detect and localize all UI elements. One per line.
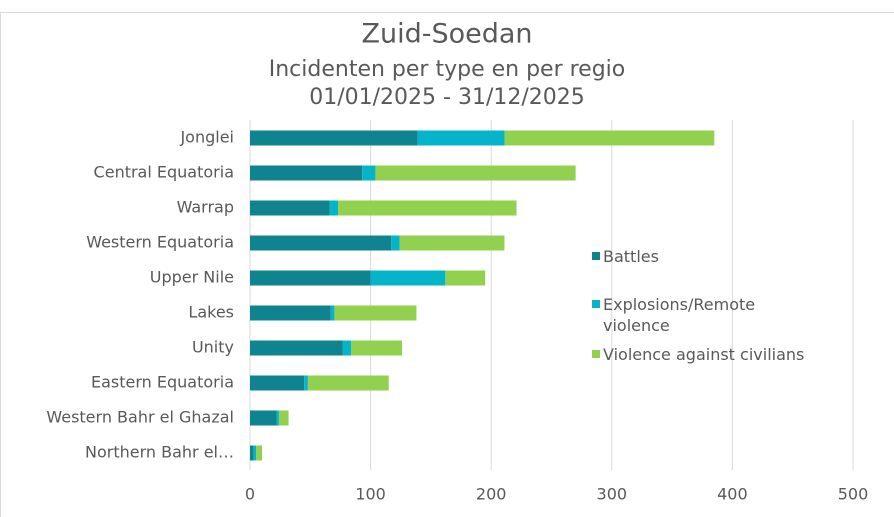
x-tick-label: 500 — [838, 485, 869, 504]
x-tick-label: 100 — [355, 485, 386, 504]
legend-entry: Battles — [592, 246, 659, 267]
bar-segment — [370, 270, 446, 286]
y-tick-label: Central Equatoria — [94, 163, 234, 182]
bar-segment — [250, 235, 392, 251]
bar-segment — [399, 235, 505, 251]
bar-segment — [338, 200, 517, 216]
bar-segment — [307, 375, 389, 391]
date-range: 01/01/2025 - 31/12/2025 — [309, 85, 585, 110]
y-tick-label: Warrap — [177, 198, 234, 217]
bar-segment — [256, 445, 263, 461]
y-tick-label: Western Bahr el Ghazal — [46, 408, 234, 427]
y-tick-label: Unity — [192, 338, 234, 357]
legend-label: Violence against civilians — [603, 345, 805, 364]
bar-segment — [330, 305, 335, 321]
y-tick-label: Lakes — [188, 303, 234, 322]
legend-swatch — [592, 300, 600, 308]
x-tick-label: 300 — [597, 485, 628, 504]
bar-segment — [250, 200, 330, 216]
bar-segment — [504, 130, 715, 146]
bar-segment — [329, 200, 339, 216]
legend-entry: Explosions/Remote violence — [592, 294, 793, 336]
chart-title: Zuid-Soedan — [361, 19, 532, 50]
x-tick-label: 200 — [476, 485, 507, 504]
y-tick-label: Jonglei — [179, 128, 234, 147]
x-tick-label: 400 — [717, 485, 748, 504]
bar-segment — [278, 410, 289, 426]
legend-swatch — [592, 252, 600, 260]
legend-swatch — [592, 350, 600, 358]
bar-segment — [250, 305, 331, 321]
bar-segment — [375, 165, 576, 181]
bar-segment — [250, 445, 254, 461]
bar-segment — [250, 270, 371, 286]
bar-segment — [304, 375, 308, 391]
bar-segment — [250, 340, 343, 356]
bar-segment — [334, 305, 417, 321]
bar-segment — [342, 340, 352, 356]
bar-segment — [250, 410, 277, 426]
bar-segment — [250, 130, 418, 146]
bar-segment — [417, 130, 505, 146]
bar-segment — [276, 410, 279, 426]
legend-label: Explosions/Remote violence — [603, 295, 756, 335]
y-tick-label: Northern Bahr el… — [85, 443, 234, 462]
chart-subtitle: Incidenten per type en per regio — [269, 57, 626, 82]
legend-entry: Violence against civilians — [592, 344, 805, 365]
bar-segment — [250, 375, 305, 391]
y-tick-label: Eastern Equatoria — [91, 373, 234, 392]
bar-segment — [391, 235, 400, 251]
bar-segment — [445, 270, 486, 286]
legend-label: Battles — [603, 247, 659, 266]
bar-segment — [351, 340, 402, 356]
y-tick-label: Western Equatoria — [86, 233, 234, 252]
bar-segment — [250, 165, 363, 181]
chart-border — [0, 12, 894, 517]
y-tick-label: Upper Nile — [150, 268, 234, 287]
bar-segment — [253, 445, 257, 461]
x-tick-label: 0 — [245, 485, 255, 504]
bar-segment — [362, 165, 376, 181]
